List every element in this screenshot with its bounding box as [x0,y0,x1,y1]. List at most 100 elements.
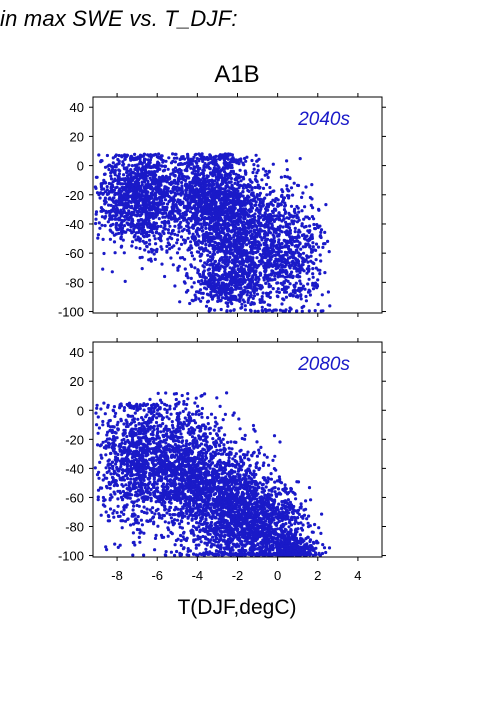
data-point [194,175,198,179]
data-point [277,211,281,215]
data-point [211,289,216,293]
data-point [201,159,205,163]
data-point [167,156,171,160]
data-point [319,259,323,263]
data-point [105,188,109,192]
data-point [217,262,221,266]
data-point [272,189,276,193]
data-point [228,266,232,270]
data-point [153,257,157,261]
data-point [206,240,211,244]
data-point [179,242,184,246]
data-point [275,263,279,267]
data-point [107,197,111,201]
data-point [135,499,139,503]
data-point [314,258,318,262]
data-point [235,158,240,163]
data-point [162,211,166,215]
data-point [248,255,252,259]
data-point [221,260,225,264]
data-point [300,209,304,213]
data-point [207,186,211,191]
data-point [218,290,222,294]
data-point [214,169,218,173]
data-point [272,239,276,243]
data-point [196,206,200,210]
data-point [193,153,197,157]
data-point [147,258,151,262]
data-point [214,221,218,225]
data-point [307,277,311,281]
data-point [258,185,262,189]
data-point [271,203,275,207]
data-point [137,181,141,185]
data-point [93,466,97,470]
data-point [234,172,238,176]
data-point [143,172,147,177]
data-point [180,155,184,159]
data-point [190,225,194,229]
data-point [109,472,113,476]
data-point [112,240,117,244]
data-point [119,214,124,218]
data-point [186,224,190,229]
data-point [137,230,141,234]
data-point [142,209,147,213]
data-point [117,172,121,176]
data-point [122,406,127,410]
y-tick-label: -60 [65,246,84,261]
data-point [173,181,178,185]
data-point [243,226,247,230]
data-point [283,211,287,215]
data-point [121,238,125,242]
data-point [111,206,115,210]
data-point [252,228,256,232]
data-point [243,285,247,289]
data-point [249,205,254,209]
data-point [242,232,246,236]
data-point [223,160,228,164]
data-point [127,163,131,167]
data-point [176,238,180,242]
data-point [179,225,183,229]
data-point [249,229,253,233]
data-point [213,236,217,240]
data-point [281,283,285,287]
data-point [239,254,243,258]
data-point [104,466,108,470]
data-point [100,207,104,211]
data-point [287,216,291,220]
data-point [217,154,221,158]
data-point [148,158,153,162]
data-point [198,184,202,188]
data-point [164,159,168,163]
data-point [108,507,113,511]
data-point [139,172,143,176]
data-point [183,162,187,166]
data-point [153,237,157,241]
data-point [186,276,190,280]
data-point [103,196,107,200]
data-point [311,241,315,245]
data-point [159,245,163,249]
data-point [240,257,244,261]
data-point [247,201,251,205]
y-tick-label: -20 [65,188,84,203]
data-point [299,297,303,301]
data-point [194,211,198,215]
data-point [237,186,241,190]
data-point [263,211,267,215]
data-point [208,191,212,195]
data-point [151,231,155,235]
data-point [263,196,267,200]
data-point [94,210,99,214]
data-point [161,215,165,219]
data-point [224,163,229,168]
data-point [215,233,219,237]
data-point [207,162,211,166]
data-point [201,176,205,180]
data-point [189,263,193,267]
data-point [131,212,135,216]
data-point [242,241,246,245]
data-point [96,233,100,237]
